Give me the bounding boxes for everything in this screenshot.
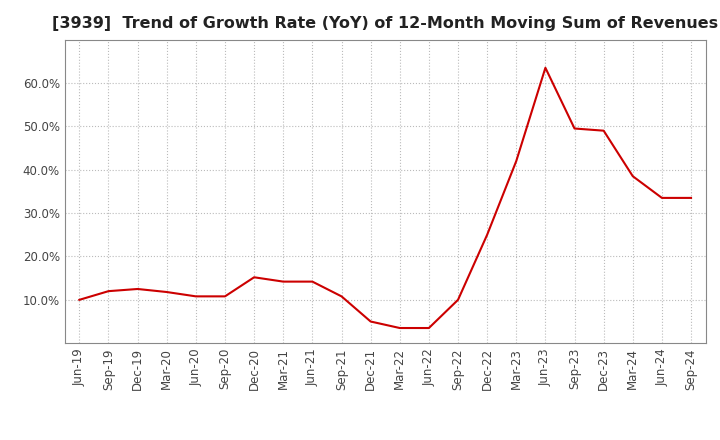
Title: [3939]  Trend of Growth Rate (YoY) of 12-Month Moving Sum of Revenues: [3939] Trend of Growth Rate (YoY) of 12-… <box>52 16 719 32</box>
